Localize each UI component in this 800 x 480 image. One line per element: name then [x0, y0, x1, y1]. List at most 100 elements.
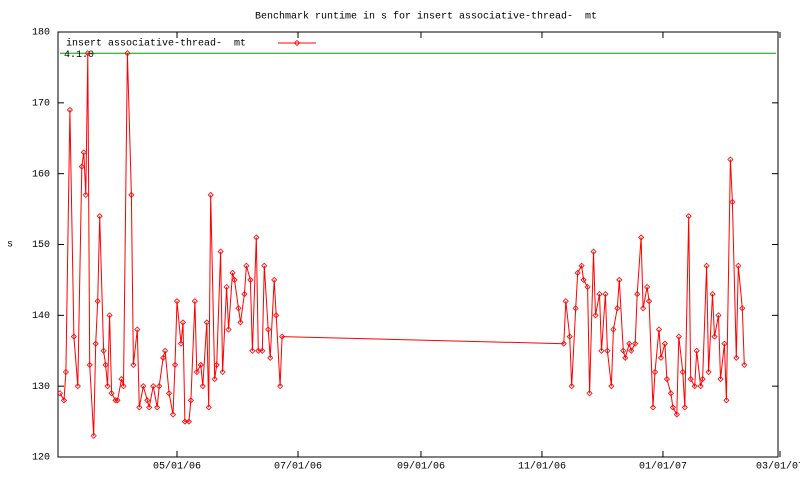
- data-point: [715, 312, 722, 319]
- data-point: [124, 50, 131, 57]
- data-point: [697, 383, 704, 390]
- y-tick-label: 140: [32, 311, 50, 322]
- data-point: [699, 376, 706, 383]
- reference-label: 4.1.0: [64, 50, 94, 61]
- data-point: [705, 368, 712, 376]
- data-point: [203, 319, 210, 326]
- data-point: [608, 383, 615, 390]
- data-point: [78, 163, 85, 170]
- data-point: [82, 191, 89, 198]
- data-point: [66, 106, 73, 113]
- data-point: [70, 333, 77, 340]
- data-point: [199, 383, 206, 390]
- data-point: [96, 213, 103, 220]
- data-point: [181, 418, 189, 425]
- data-point: [661, 340, 669, 347]
- data-point: [171, 361, 179, 368]
- x-tick-label: 03/01/07: [756, 461, 800, 473]
- data-point: [614, 305, 621, 312]
- data-point: [562, 298, 569, 305]
- data-point: [84, 50, 91, 57]
- data-point: [673, 411, 680, 418]
- data-point: [681, 404, 688, 411]
- data-point: [211, 376, 218, 383]
- data-point: [156, 383, 163, 390]
- data-point: [140, 383, 147, 390]
- data-point: [644, 283, 651, 291]
- data-point: [80, 149, 87, 156]
- data-point: [634, 291, 641, 298]
- data-point: [179, 319, 187, 326]
- data-point: [279, 333, 286, 340]
- data-point: [691, 383, 698, 390]
- data-point: [241, 291, 248, 298]
- data-point: [602, 291, 609, 298]
- data-point: [104, 383, 111, 390]
- data-point: [247, 276, 254, 283]
- data-point: [578, 262, 585, 269]
- data-point: [711, 333, 718, 340]
- data-point: [92, 340, 99, 347]
- x-tick-label: 11/01/06: [518, 461, 566, 473]
- data-point: [120, 383, 127, 390]
- data-point: [679, 368, 686, 376]
- data-point: [271, 276, 278, 283]
- x-tick-label: 07/01/06: [274, 461, 322, 473]
- data-point: [261, 262, 268, 269]
- data-point: [733, 354, 740, 361]
- data-point: [277, 383, 284, 390]
- data-point: [187, 397, 194, 404]
- data-point: [626, 340, 633, 347]
- data-point: [727, 156, 734, 163]
- data-point: [118, 376, 125, 383]
- data-point: [219, 368, 226, 376]
- data-point: [102, 361, 109, 368]
- legend-marker: [293, 39, 301, 47]
- data-point: [741, 361, 748, 368]
- data-point: [620, 347, 627, 354]
- data-point: [56, 390, 64, 397]
- series-line: [59, 53, 745, 436]
- data-point: [235, 305, 242, 312]
- legend-label: insert associative-thread- mt: [66, 38, 246, 50]
- data-point: [622, 354, 629, 361]
- data-point: [94, 298, 101, 305]
- data-point: [108, 390, 115, 397]
- data-point: [136, 404, 143, 411]
- data-point: [253, 234, 260, 241]
- data-point: [267, 354, 274, 361]
- data-point: [100, 347, 107, 354]
- x-tick-label: 05/01/06: [153, 461, 201, 473]
- data-point: [134, 326, 141, 333]
- data-point: [243, 262, 250, 269]
- data-point: [223, 283, 230, 291]
- data-point: [685, 213, 692, 220]
- data-point: [144, 397, 151, 404]
- data-point: [229, 269, 236, 276]
- data-point: [160, 354, 167, 361]
- data-point: [598, 347, 605, 354]
- data-point: [640, 305, 647, 312]
- data-point: [150, 383, 157, 390]
- data-point: [128, 191, 135, 198]
- data-point: [90, 432, 97, 439]
- data-point: [610, 326, 617, 333]
- y-tick-label: 180: [32, 28, 50, 39]
- data-point: [191, 298, 198, 305]
- data-point: [632, 340, 639, 347]
- data-point: [596, 291, 603, 298]
- data-point: [717, 376, 724, 383]
- data-point: [146, 404, 153, 411]
- x-tick-label: 09/01/06: [397, 461, 445, 473]
- data-point: [651, 368, 659, 376]
- data-point: [604, 347, 611, 354]
- chart-title: Benchmark runtime in s for insert associ…: [255, 11, 597, 23]
- data-point: [130, 361, 137, 368]
- data-point: [739, 305, 746, 312]
- data-point: [638, 234, 645, 241]
- data-point: [657, 354, 665, 361]
- data-point: [560, 340, 567, 347]
- y-tick-label: 130: [32, 382, 50, 393]
